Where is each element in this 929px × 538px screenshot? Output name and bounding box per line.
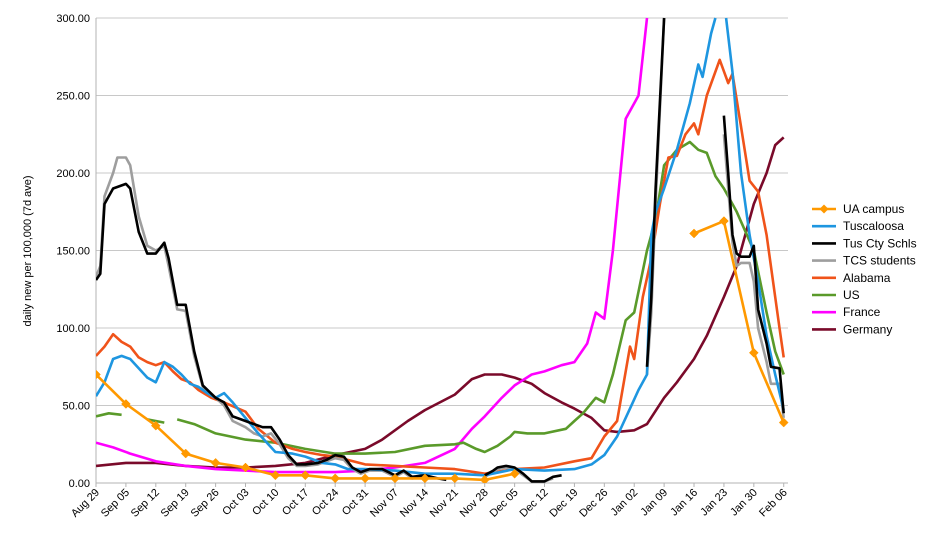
data-point-ua-campus <box>150 420 161 431</box>
y-tick-labels: 0.00 50.00 100.00 150.00 200.00 250.00 300.00 <box>56 13 90 490</box>
series-line-germany <box>96 136 785 469</box>
series-line-us <box>176 140 785 455</box>
data-point-ua-campus <box>96 369 101 380</box>
data-point-ua-campus <box>210 457 221 468</box>
data-point-ua-campus <box>270 470 281 481</box>
series-lines <box>96 17 789 483</box>
y-axis-label: daily new per 100,000 (7d ave) <box>22 175 34 326</box>
y-tick-label: 150.00 <box>56 246 90 258</box>
data-point-ua-campus <box>479 475 490 483</box>
series-line-tus-cty-schls <box>484 464 562 483</box>
gridlines <box>95 17 788 487</box>
y-tick-label: 0.00 <box>69 478 90 490</box>
data-point-ua-campus <box>689 228 699 239</box>
series-line-tus-cty-schls <box>96 182 447 482</box>
data-point-ua-campus <box>360 473 370 483</box>
series-line-tus-cty-schls <box>722 115 785 414</box>
data-point-ua-campus <box>748 347 759 358</box>
legend-label-tuscaloosa: Tuscaloosa <box>843 219 904 233</box>
legend-label-alabama: Alabama <box>843 271 891 285</box>
legend-label-germany: Germany <box>843 322 892 336</box>
series-line-tcs-students <box>96 156 426 480</box>
data-point-ua-campus <box>420 473 430 483</box>
legend-label-tus-cty-schls: Tus Cty Schls <box>843 236 917 250</box>
data-point-ua-campus <box>719 216 729 226</box>
data-point-ua-campus <box>300 470 311 481</box>
legend-marker-ua-campus <box>819 204 829 214</box>
data-point-ua-campus <box>240 462 251 473</box>
y-tick-label: 100.00 <box>56 323 90 335</box>
y-tick-label: 50.00 <box>62 401 90 413</box>
legend-label-tcs-students: TCS students <box>843 254 916 268</box>
y-tick-label: 250.00 <box>56 91 90 103</box>
data-point-ua-campus <box>180 448 191 459</box>
series-line-ua-campus <box>693 219 785 424</box>
data-point-ua-campus <box>778 417 789 428</box>
series-line-tuscaloosa <box>96 17 717 477</box>
data-point-ua-campus <box>509 468 520 479</box>
y-tick-label: 300.00 <box>56 13 90 25</box>
series-line-tus-cty-schls <box>645 17 666 367</box>
legend-label-us: US <box>843 288 860 302</box>
data-point-ua-campus <box>330 473 341 483</box>
series-line-us <box>96 411 122 418</box>
data-point-ua-campus <box>390 473 400 483</box>
y-tick-label: 200.00 <box>56 168 90 180</box>
legend: UA campus Tuscaloosa Tus Cty Schls TCS stud… <box>812 202 917 336</box>
legend-label-france: France <box>843 305 881 319</box>
data-point-ua-campus <box>121 399 131 409</box>
legend-label-ua-campus: UA campus <box>843 202 904 216</box>
data-point-ua-campus <box>449 473 460 483</box>
series-line-france <box>96 17 649 474</box>
